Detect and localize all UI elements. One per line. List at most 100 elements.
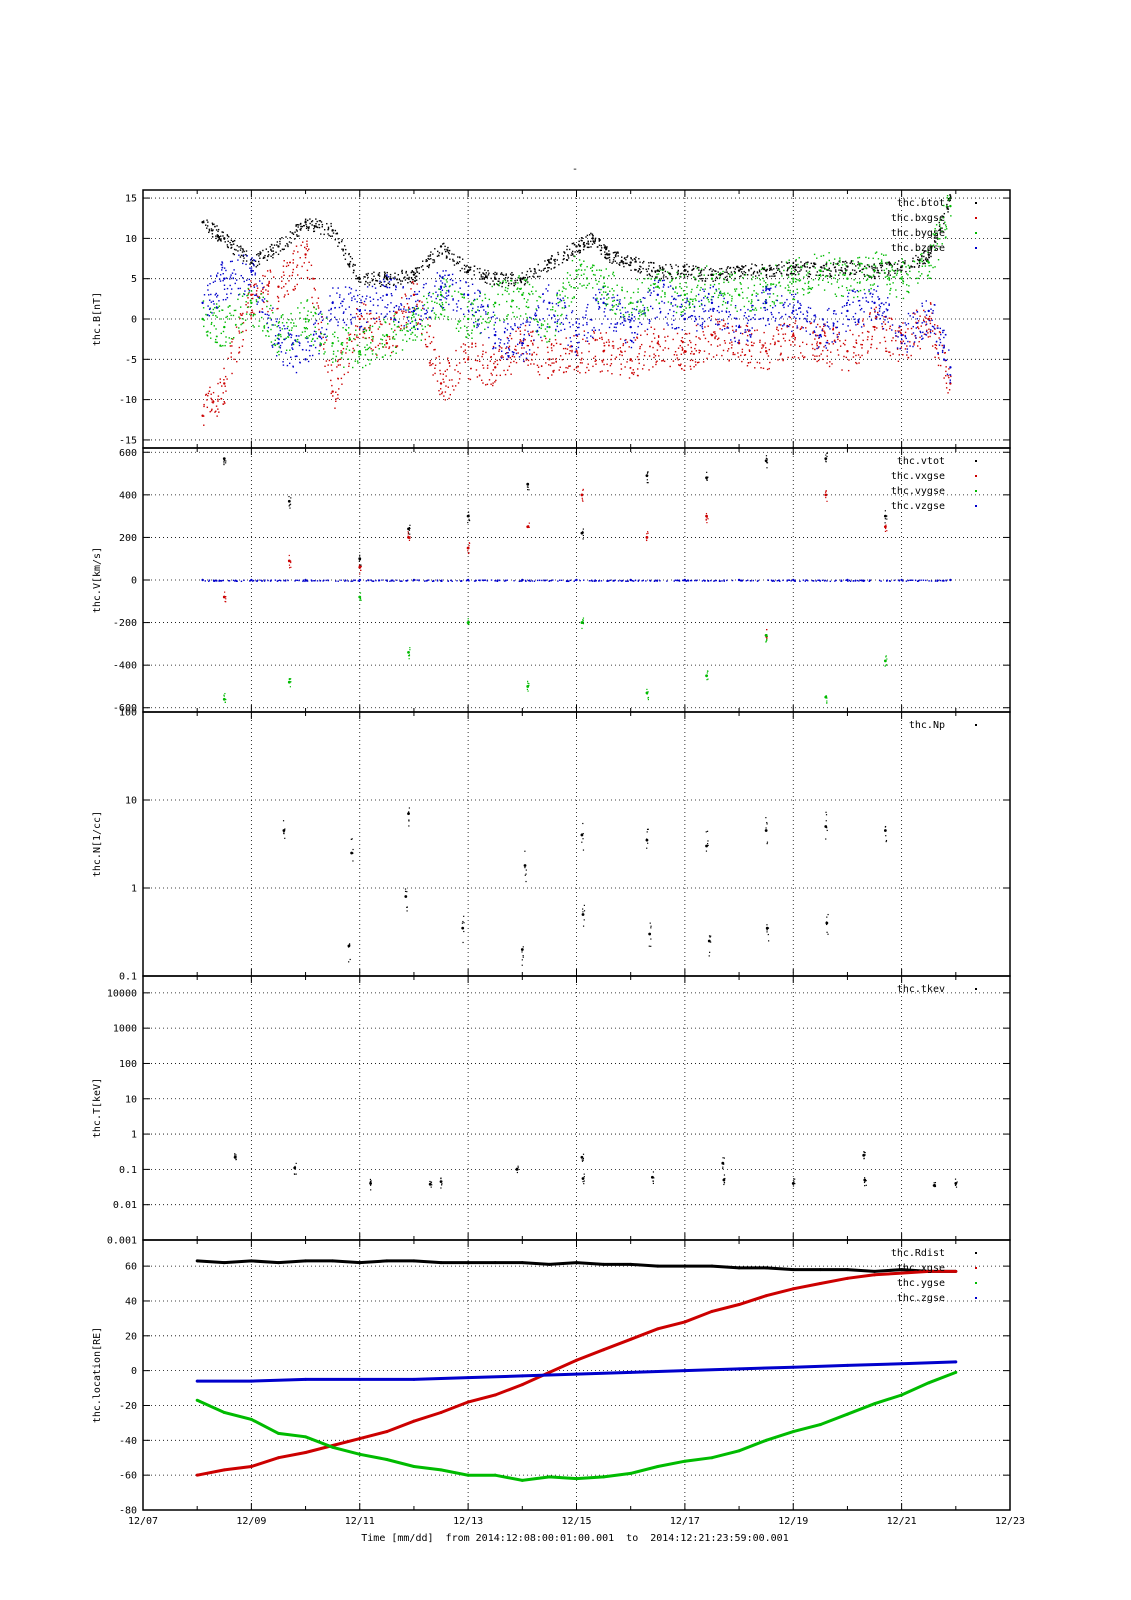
data-point [925,317,927,320]
data-point [703,290,705,293]
data-point [540,336,542,339]
data-point [681,346,683,349]
data-point [306,243,308,245]
data-point [816,323,819,326]
data-point [223,237,226,240]
data-point [557,251,559,254]
data-point [599,249,602,252]
data-point [767,355,770,357]
data-point [295,245,298,247]
data-point [501,282,503,285]
data-point [675,264,677,266]
data-point [710,267,712,270]
data-point [750,344,753,347]
data-point [916,262,919,265]
data-point [714,331,716,333]
data-point [372,338,374,340]
data-point [717,296,719,299]
data-point [925,324,927,326]
data-point [388,283,391,286]
data-point [799,270,801,272]
data-point [528,283,531,286]
data-point [640,313,643,316]
data-point [628,377,631,379]
data-point [492,272,495,275]
data-point [611,373,613,375]
data-point [275,251,277,254]
data-point [448,379,451,381]
data-point [207,305,209,307]
data-point [447,274,449,276]
data-point [347,332,350,334]
data-point [944,221,946,223]
data-point [538,326,541,329]
data-point [519,339,521,341]
data-point [698,272,701,275]
data-point [457,323,459,325]
data-point [242,312,244,315]
data-point [926,275,929,277]
data-point [479,291,481,294]
data-point [916,258,919,261]
legend-marker [975,202,977,204]
data-point [442,373,445,375]
data-point [523,279,526,281]
data-point [471,302,473,304]
data-point [438,303,441,306]
data-point [771,313,773,316]
data-point [605,248,607,251]
data-point [873,263,876,265]
data-point [252,324,254,327]
data-point [255,266,257,268]
data-point [229,276,232,278]
data-point [315,313,317,315]
data-point [414,339,417,341]
data-point [439,362,441,364]
data-point [532,293,534,295]
data-point [490,316,493,319]
data-point [377,328,380,330]
data-point [486,275,488,277]
data-point [946,228,948,230]
data-point [700,303,703,305]
data-point [770,283,772,285]
data-point [276,343,278,345]
data-point [634,339,637,341]
data-point [387,282,389,284]
data-point [334,306,336,309]
data-point [345,329,348,332]
data-point [292,268,295,271]
data-point [948,376,950,379]
data-point [570,345,572,347]
data-point [253,312,255,315]
data-point [262,288,264,290]
data-point [550,347,553,349]
data-point [425,260,427,263]
data-point [583,242,585,244]
data-point [722,293,724,295]
data-point [352,366,354,369]
data-point [733,331,735,333]
data-point [581,357,583,360]
data-point [442,243,444,245]
data-point [653,262,655,264]
data-point [457,291,460,293]
data-point [842,272,845,274]
data-point [647,291,649,293]
data-point [533,319,536,321]
data-point [270,255,272,257]
data-point [563,299,565,302]
data-point [669,285,672,287]
data-point [855,265,857,267]
data-point [792,261,795,264]
data-point [371,350,373,352]
data-point [479,267,481,270]
data-point [672,338,674,341]
data-point [859,282,861,284]
data-point [829,273,831,275]
data-point [506,336,509,339]
data-point [307,219,309,222]
data-point [319,345,321,347]
data-point [593,332,596,334]
data-point [230,352,232,354]
